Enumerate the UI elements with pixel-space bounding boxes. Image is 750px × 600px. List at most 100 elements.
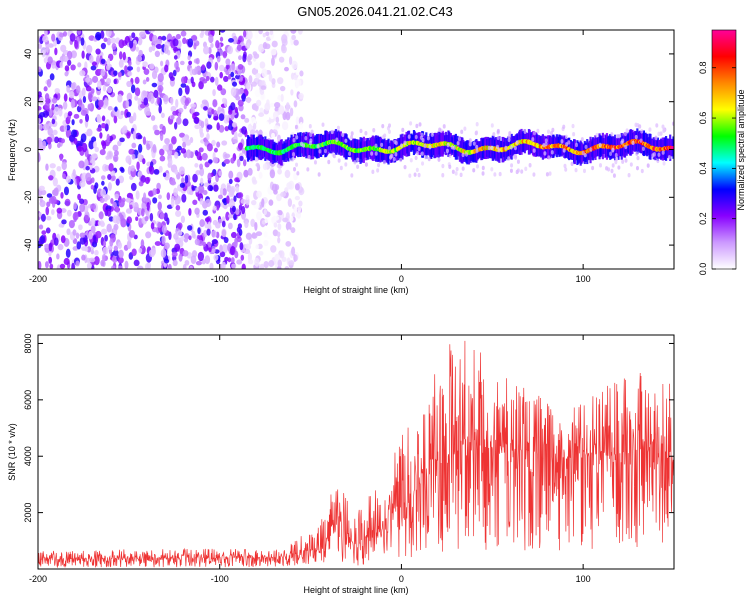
spectrogram-noise-blob [163, 44, 169, 55]
spectrogram-faint-blob [496, 135, 500, 141]
spectrogram-faint-blob [629, 162, 633, 167]
spectrogram-noise-blob [281, 34, 288, 44]
spectrogram-noise-blob [38, 212, 42, 218]
spectrogram-noise-blob [59, 61, 64, 69]
spectrogram-noise-blob [56, 166, 62, 172]
spectrogram-noise-blob [284, 66, 289, 72]
spectrogram-faint-blob [418, 122, 422, 127]
spectrogram-noise-blob [158, 104, 162, 114]
spectrogram-noise-blob [61, 161, 67, 171]
spectrogram-faint-blob [504, 145, 508, 151]
spectrogram-faint-blob [332, 153, 336, 159]
spectrogram-noise-blob [131, 153, 136, 160]
spectrogram-noise-blob [38, 96, 45, 106]
spectrogram-noise-blob [38, 124, 43, 130]
spectrogram-noise-blob [94, 99, 100, 109]
spectrogram-noise-blob [106, 223, 112, 233]
spectrogram-noise-blob [178, 166, 185, 175]
spectrogram-faint-blob [497, 148, 501, 153]
spectrogram-noise-blob [192, 173, 198, 183]
spectrogram-faint-blob [426, 136, 430, 141]
spectrogram-noise-blob [62, 173, 66, 180]
spectrogram-noise-blob [277, 259, 283, 268]
spectrogram-faint-blob [339, 165, 343, 171]
spectrogram-noise-blob [170, 115, 175, 120]
spectrogram-noise-blob [97, 99, 104, 108]
spectrogram-faint-blob [327, 159, 331, 165]
spectrogram-noise-blob [91, 136, 97, 143]
spectrogram-noise-blob [137, 36, 143, 46]
spectrogram-noise-blob [51, 103, 55, 111]
spectrogram-noise-blob [105, 30, 112, 38]
spectrogram-faint-blob [509, 145, 513, 150]
snr-xlabel: Height of straight line (km) [303, 585, 408, 595]
spectrogram-noise-blob [175, 33, 181, 40]
spectrogram-noise-blob [101, 175, 106, 180]
colorbar-label: Normalized spectral amplitude [736, 89, 746, 210]
spectrogram-noise-blob [184, 98, 190, 106]
spectrogram-noise-blob [230, 63, 236, 72]
spectrogram-noise-blob [242, 53, 247, 63]
spectrogram-noise-blob [46, 201, 51, 208]
spectrogram-noise-blob [189, 265, 193, 269]
spectrogram-noise-blob [293, 39, 299, 46]
spectrogram-noise-blob [242, 30, 247, 38]
spectrogram-faint-blob [614, 153, 618, 158]
spectrogram-noise-blob [188, 207, 192, 216]
spectrogram-faint-blob [377, 162, 381, 168]
spectrogram-noise-blob [268, 73, 273, 82]
spectrogram-noise-blob [160, 112, 165, 119]
spectrogram-noise-blob [247, 125, 252, 131]
spectrogram-noise-blob [47, 56, 53, 65]
spectrogram-faint-blob [640, 129, 644, 134]
spectrogram-faint-blob [353, 160, 357, 165]
spectrogram-noise-blob [95, 230, 102, 239]
spectrogram-noise-blob [80, 37, 85, 46]
spectrogram-noise-blob [38, 152, 41, 162]
spectrogram-faint-blob [631, 140, 635, 146]
spectrogram-noise-blob [158, 87, 162, 97]
spectrogram-noise-blob [79, 180, 86, 188]
spectrogram-noise-blob [38, 112, 46, 118]
spectrogram-noise-blob [84, 158, 89, 167]
spectrogram-faint-blob [316, 144, 320, 149]
spectrogram-noise-blob [199, 219, 205, 228]
spectrogram-noise-blob [214, 76, 219, 86]
spectrogram-noise-blob [38, 139, 43, 149]
spectrogram-noise-blob [161, 35, 167, 41]
spectrogram-noise-blob [269, 102, 275, 108]
spectrogram-noise-blob [221, 140, 228, 146]
spectrogram-noise-blob [38, 118, 42, 124]
spectrogram-noise-blob [285, 111, 291, 121]
spectrogram-faint-blob [562, 148, 566, 153]
spectrogram-noise-blob [60, 138, 65, 144]
spectrogram-noise-blob [291, 34, 296, 41]
spectrogram-noise-blob [211, 139, 216, 147]
spectrogram-faint-blob [570, 161, 574, 167]
spectrogram-noise-blob [198, 147, 204, 153]
spectrogram-noise-blob [112, 154, 119, 163]
spectrogram-faint-blob [414, 155, 418, 161]
spectrogram-faint-blob [475, 144, 479, 150]
spectrogram-faint-blob [624, 144, 628, 150]
spectrogram-noise-blob [118, 249, 124, 259]
spectrogram-noise-blob [150, 115, 156, 121]
spectrogram-noise-blob [254, 257, 260, 267]
spectrogram-noise-blob [272, 229, 279, 237]
spectrogram-noise-blob [140, 239, 145, 249]
snr-xtick-label: 0 [399, 574, 404, 584]
spectrogram-faint-blob [571, 123, 575, 129]
spectrogram-noise-blob [296, 210, 302, 219]
spectrogram-noise-blob [107, 105, 113, 111]
spectrogram-noise-blob [209, 185, 214, 192]
spectrogram-noise-blob [205, 75, 210, 82]
spectrogram-faint-blob [542, 143, 546, 148]
spectrogram-noise-blob [293, 206, 298, 214]
spectrogram-noise-blob [174, 243, 181, 252]
spectrogram-noise-blob [135, 216, 139, 221]
spectrogram-noise-blob [90, 203, 96, 210]
spectrogram-noise-blob [213, 184, 219, 192]
spectrogram-faint-blob [392, 156, 396, 162]
spectrogram-noise-blob [45, 206, 50, 216]
spectrogram-noise-blob [131, 248, 137, 256]
